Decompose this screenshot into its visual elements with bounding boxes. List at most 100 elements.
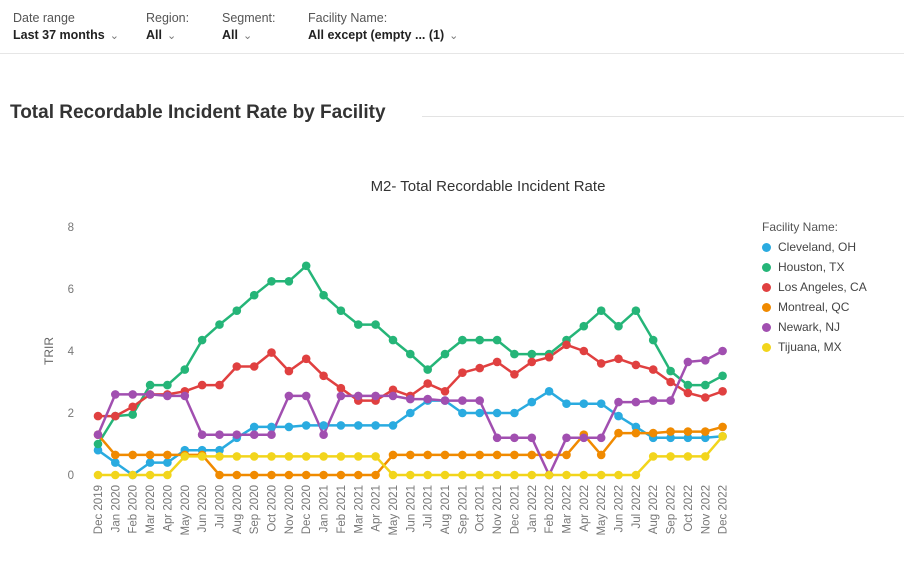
legend-item[interactable]: Los Angeles, CA bbox=[762, 280, 867, 294]
data-point[interactable] bbox=[527, 357, 537, 367]
data-point[interactable] bbox=[301, 421, 311, 430]
data-point[interactable] bbox=[701, 393, 710, 402]
data-point[interactable] bbox=[284, 452, 294, 461]
data-point[interactable] bbox=[388, 335, 398, 345]
data-point[interactable] bbox=[458, 470, 467, 480]
data-point[interactable] bbox=[406, 470, 415, 480]
data-point[interactable] bbox=[197, 452, 207, 461]
data-point[interactable] bbox=[371, 421, 380, 430]
filter-facility-name[interactable]: Facility Name: All except (empty ... (1)… bbox=[308, 10, 458, 45]
legend-item[interactable]: Montreal, QC bbox=[762, 300, 849, 314]
data-point[interactable] bbox=[544, 450, 554, 460]
data-point[interactable] bbox=[440, 387, 450, 396]
data-point[interactable] bbox=[301, 354, 311, 364]
data-point[interactable] bbox=[683, 357, 693, 367]
data-point[interactable] bbox=[128, 390, 137, 399]
data-point[interactable] bbox=[93, 411, 103, 421]
data-point[interactable] bbox=[128, 470, 137, 480]
data-point[interactable] bbox=[145, 380, 155, 390]
data-point[interactable] bbox=[180, 391, 190, 401]
data-point[interactable] bbox=[406, 349, 415, 359]
data-point[interactable] bbox=[301, 470, 311, 480]
data-point[interactable] bbox=[319, 452, 328, 461]
data-point[interactable] bbox=[111, 450, 120, 460]
data-point[interactable] bbox=[701, 380, 710, 390]
data-point[interactable] bbox=[215, 320, 224, 329]
data-point[interactable] bbox=[683, 427, 693, 436]
data-point[interactable] bbox=[388, 421, 398, 430]
data-point[interactable] bbox=[579, 433, 589, 443]
data-point[interactable] bbox=[354, 452, 363, 461]
data-point[interactable] bbox=[701, 433, 710, 443]
data-point[interactable] bbox=[128, 402, 137, 412]
data-point[interactable] bbox=[388, 470, 398, 480]
data-point[interactable] bbox=[458, 450, 467, 460]
data-point[interactable] bbox=[301, 391, 311, 401]
data-point[interactable] bbox=[111, 458, 120, 467]
data-point[interactable] bbox=[145, 458, 155, 467]
data-point[interactable] bbox=[562, 450, 571, 460]
data-point[interactable] bbox=[197, 335, 207, 345]
data-point[interactable] bbox=[492, 450, 502, 460]
data-point[interactable] bbox=[631, 428, 641, 438]
legend-item[interactable]: Cleveland, OH bbox=[762, 240, 856, 254]
data-point[interactable] bbox=[249, 430, 259, 440]
data-point[interactable] bbox=[492, 408, 502, 418]
data-point[interactable] bbox=[666, 427, 675, 436]
data-point[interactable] bbox=[284, 422, 294, 432]
data-point[interactable] bbox=[354, 391, 363, 401]
data-point[interactable] bbox=[354, 320, 363, 329]
data-point[interactable] bbox=[423, 450, 433, 460]
data-point[interactable] bbox=[562, 340, 571, 350]
data-point[interactable] bbox=[579, 346, 589, 356]
data-point[interactable] bbox=[510, 349, 519, 359]
data-point[interactable] bbox=[111, 411, 120, 421]
data-point[interactable] bbox=[215, 470, 224, 480]
data-point[interactable] bbox=[128, 410, 137, 419]
data-point[interactable] bbox=[718, 346, 727, 356]
data-point[interactable] bbox=[614, 354, 623, 364]
data-point[interactable] bbox=[648, 335, 658, 345]
data-point[interactable] bbox=[423, 394, 433, 404]
data-point[interactable] bbox=[648, 365, 658, 374]
data-point[interactable] bbox=[267, 430, 276, 440]
data-point[interactable] bbox=[232, 362, 242, 371]
data-point[interactable] bbox=[423, 379, 433, 388]
data-point[interactable] bbox=[388, 391, 398, 401]
data-point[interactable] bbox=[215, 430, 224, 440]
data-point[interactable] bbox=[163, 380, 172, 390]
data-point[interactable] bbox=[458, 368, 467, 378]
filter-dropdown[interactable]: All ⌄ bbox=[146, 26, 189, 45]
legend-item[interactable]: Tijuana, MX bbox=[762, 340, 842, 354]
data-point[interactable] bbox=[319, 290, 328, 300]
data-point[interactable] bbox=[267, 452, 276, 461]
data-point[interactable] bbox=[232, 306, 242, 316]
data-point[interactable] bbox=[145, 450, 155, 460]
legend-item[interactable]: Houston, TX bbox=[762, 260, 844, 274]
data-point[interactable] bbox=[284, 391, 294, 401]
data-point[interactable] bbox=[406, 408, 415, 418]
data-point[interactable] bbox=[93, 430, 103, 440]
data-point[interactable] bbox=[596, 470, 606, 480]
data-point[interactable] bbox=[319, 421, 328, 430]
data-point[interactable] bbox=[579, 321, 589, 331]
data-point[interactable] bbox=[336, 421, 346, 430]
data-point[interactable] bbox=[111, 390, 120, 399]
data-point[interactable] bbox=[301, 261, 311, 271]
data-point[interactable] bbox=[232, 452, 242, 461]
data-point[interactable] bbox=[510, 450, 519, 460]
data-point[interactable] bbox=[492, 357, 502, 367]
data-point[interactable] bbox=[475, 335, 485, 345]
data-point[interactable] bbox=[371, 320, 380, 329]
data-point[interactable] bbox=[93, 445, 103, 455]
data-point[interactable] bbox=[544, 352, 554, 362]
data-point[interactable] bbox=[683, 388, 693, 398]
data-point[interactable] bbox=[197, 430, 207, 440]
data-point[interactable] bbox=[354, 421, 363, 430]
data-point[interactable] bbox=[631, 470, 641, 480]
data-point[interactable] bbox=[527, 349, 537, 359]
data-point[interactable] bbox=[683, 452, 693, 461]
data-point[interactable] bbox=[284, 277, 294, 286]
data-point[interactable] bbox=[232, 470, 242, 480]
data-point[interactable] bbox=[492, 335, 502, 345]
